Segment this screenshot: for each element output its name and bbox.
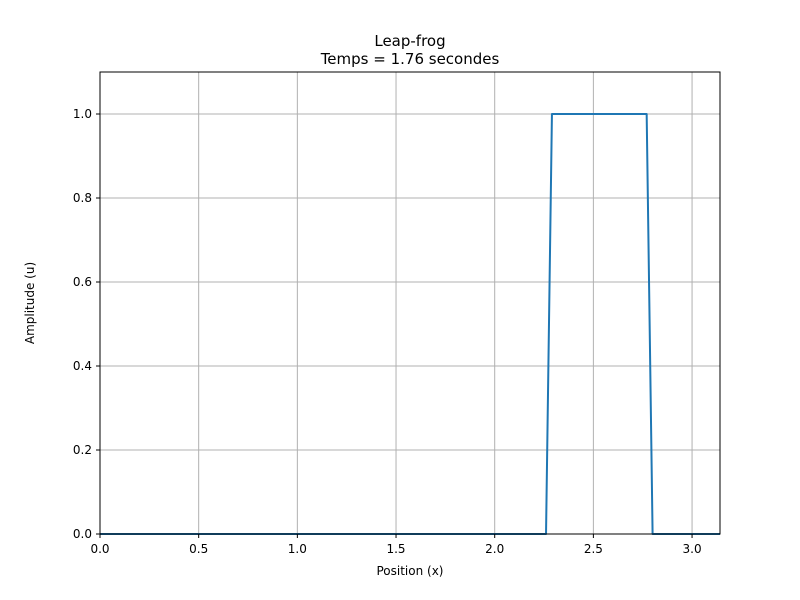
y-tick-label: 0.8 — [73, 191, 92, 205]
x-tick-label: 0.5 — [189, 542, 208, 556]
x-tick-label: 3.0 — [683, 542, 702, 556]
y-tick-label: 0.0 — [73, 527, 92, 541]
series-line — [100, 113, 720, 535]
y-tick-label: 0.2 — [73, 443, 92, 457]
x-tick-label: 1.0 — [288, 542, 307, 556]
chart-title: Leap-frog — [374, 32, 445, 50]
plot-area — [99, 71, 721, 535]
y-tick-label: 0.4 — [73, 359, 92, 373]
y-tick-label: 0.6 — [73, 275, 92, 289]
y-tick-label: 1.0 — [73, 107, 92, 121]
x-tick-label: 2.5 — [584, 542, 603, 556]
x-axis-label: Position (x) — [376, 564, 443, 578]
ticks: 0.0 0.5 1.0 1.5 2.0 2.5 3.0 0.0 0.2 0.4 0.6 0.8 1.0 — [73, 107, 702, 556]
chart-subtitle: Temps = 1.76 secondes — [320, 50, 500, 68]
series-layer — [100, 113, 720, 535]
x-tick-label: 1.5 — [386, 542, 405, 556]
grid — [99, 72, 720, 535]
y-axis-label: Amplitude (u) — [23, 262, 37, 344]
x-tick-label: 0.0 — [90, 542, 109, 556]
x-tick-label: 2.0 — [485, 542, 504, 556]
